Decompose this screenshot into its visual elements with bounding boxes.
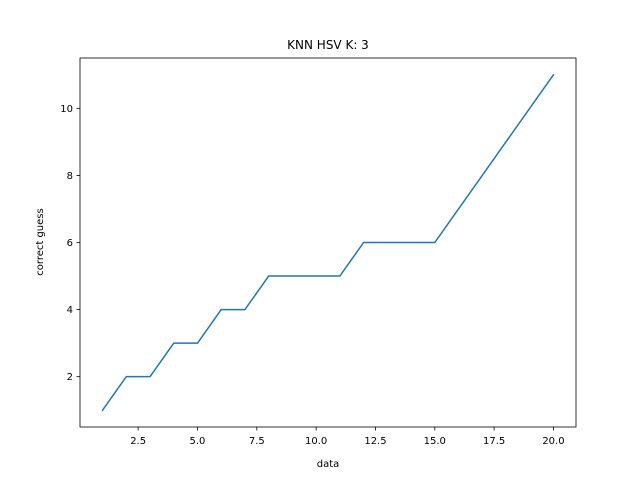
x-tick-label: 15.0 (424, 436, 446, 447)
x-tick-label: 17.5 (483, 436, 505, 447)
y-tick-label: 2 (67, 372, 73, 383)
y-tick-label: 8 (67, 171, 73, 182)
x-tick-label: 10.0 (305, 436, 327, 447)
series-line-0 (101, 73, 555, 412)
y-axis-label: correct guess (35, 208, 46, 275)
y-tick-label: 6 (67, 238, 73, 249)
x-tick-label: 12.5 (364, 436, 386, 447)
y-tick-label: 4 (67, 305, 73, 316)
y-tick-label: 10 (60, 104, 73, 115)
plot-area: 2.5 5.0 7.5 10.0 12.5 15.0 17.5 20.0 2 4 6 8 10 (60, 57, 577, 447)
x-tick-label: 7.5 (249, 436, 265, 447)
chart-title: KNN HSV K: 3 (287, 38, 369, 52)
x-axis-label: data (317, 459, 340, 470)
x-tick-label: 5.0 (190, 436, 206, 447)
x-tick-label: 20.0 (542, 436, 564, 447)
x-tick-label: 2.5 (130, 436, 146, 447)
